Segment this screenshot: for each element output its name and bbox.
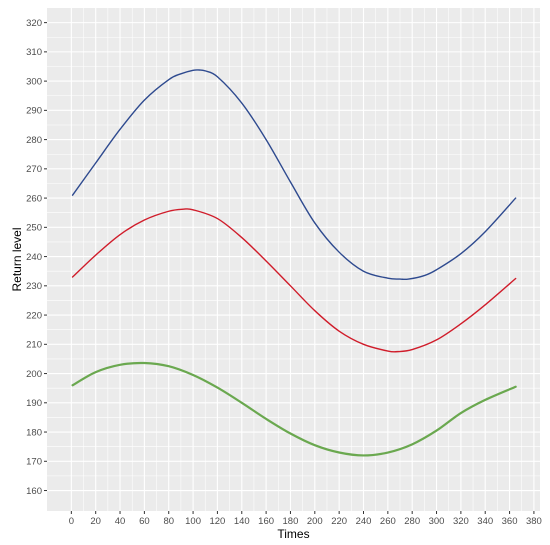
x-tick-label: 40 (115, 516, 126, 527)
y-tick-label: 200 (26, 369, 42, 380)
x-tick-label: 300 (429, 516, 445, 527)
x-tick-label: 140 (234, 516, 250, 527)
x-tick-label: 100 (185, 516, 201, 527)
x-tick-label: 380 (526, 516, 542, 527)
x-tick-label: 260 (380, 516, 396, 527)
x-tick-label: 180 (283, 516, 299, 527)
y-tick-label: 170 (26, 457, 42, 468)
x-tick-label: 120 (209, 516, 225, 527)
y-axis: 160 170 180 190 200 210 220 230 240 250 260 270 280 2… (26, 18, 47, 497)
x-tick-label: 220 (331, 516, 347, 527)
y-tick-label: 290 (26, 106, 42, 117)
minor-gridlines (47, 8, 540, 511)
x-tick-label: 240 (356, 516, 372, 527)
x-tick-label: 200 (307, 516, 323, 527)
y-tick-label: 280 (26, 135, 42, 146)
y-tick-label: 300 (26, 76, 42, 87)
y-tick-label: 180 (26, 427, 42, 438)
x-tick-label: 60 (139, 516, 150, 527)
series-layer (71, 69, 517, 457)
x-tick-label: 320 (453, 516, 469, 527)
y-tick-label: 190 (26, 398, 42, 409)
x-tick-label: 340 (477, 516, 493, 527)
y-axis-title: Return level (10, 227, 24, 291)
x-tick-label: 0 (69, 516, 74, 527)
y-tick-label: 220 (26, 310, 42, 321)
y-tick-label: 250 (26, 223, 42, 234)
y-tick-label: 210 (26, 340, 42, 351)
major-gridlines (47, 8, 540, 511)
y-tick-label: 240 (26, 252, 42, 263)
y-tick-label: 160 (26, 486, 42, 497)
x-axis: 0 20 40 60 80 100 120 140 160 180 200 220 240 260 280 3… (69, 511, 542, 527)
series-line-2 (71, 208, 517, 353)
y-tick-label: 270 (26, 164, 42, 175)
x-tick-label: 360 (502, 516, 518, 527)
y-tick-label: 260 (26, 193, 42, 204)
x-axis-title: Times (277, 527, 309, 541)
x-tick-label: 160 (258, 516, 274, 527)
plot-panel (47, 8, 540, 511)
series-line-3 (71, 361, 517, 457)
y-tick-label: 230 (26, 281, 42, 292)
x-tick-label: 20 (90, 516, 101, 527)
x-tick-label: 280 (404, 516, 420, 527)
x-tick-label: 80 (163, 516, 174, 527)
y-tick-label: 310 (26, 47, 42, 58)
y-tick-label: 320 (26, 18, 42, 29)
series-line-1 (71, 69, 517, 281)
